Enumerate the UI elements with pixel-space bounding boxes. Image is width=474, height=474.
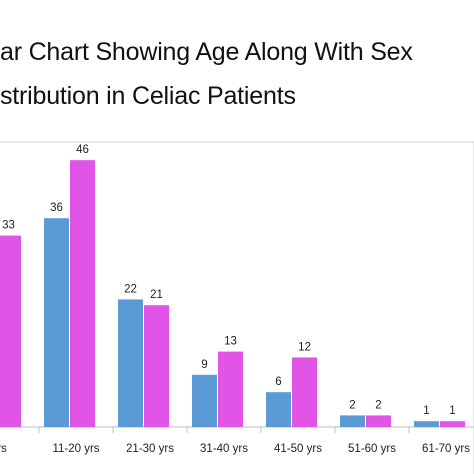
bar-series-2: [0, 235, 21, 427]
bar-series-1: [414, 421, 439, 427]
data-label: 36: [50, 202, 63, 214]
data-label: 1: [449, 405, 455, 417]
bar-series-2: [292, 357, 317, 427]
data-label: 6: [275, 376, 281, 388]
bar-series-2: [218, 351, 243, 427]
x-tick-label: 11-20 yrs: [52, 443, 99, 455]
x-tick-label: 31-40 yrs: [200, 443, 248, 455]
data-label: 13: [224, 336, 237, 348]
data-label: 2: [349, 399, 355, 411]
bar-series-2: [440, 421, 465, 427]
x-tick-label: 21-30 yrs: [126, 443, 174, 455]
x-tick-label: 61-70 yrs: [422, 443, 470, 455]
bar-series-1: [192, 374, 217, 427]
chart-title-line-1: ar Chart Showing Age Along With Sex: [0, 38, 413, 66]
chart-title-line-2: stribution in Celiac Patients: [0, 82, 296, 110]
data-label: 22: [124, 283, 137, 295]
x-tick-label: 41-50 yrs: [274, 443, 322, 455]
bar-series-1: [44, 218, 69, 427]
bar-series-2: [366, 415, 391, 427]
data-label: 46: [76, 144, 89, 156]
data-label: 2: [375, 399, 381, 411]
data-label: 12: [298, 341, 311, 353]
bar-series-2: [70, 160, 95, 427]
data-label: 9: [201, 359, 207, 371]
data-label: 1: [423, 405, 429, 417]
x-tick-label: 51-60 yrs: [348, 443, 396, 455]
bar-series-1: [266, 392, 291, 427]
data-label: 21: [150, 289, 163, 301]
bar-series-1: [340, 415, 365, 427]
data-label: 33: [2, 220, 15, 232]
bar-series-1: [118, 299, 143, 427]
chart-frame: [0, 141, 474, 474]
bar-series-2: [144, 305, 169, 427]
x-tick-label: rs: [0, 443, 7, 455]
